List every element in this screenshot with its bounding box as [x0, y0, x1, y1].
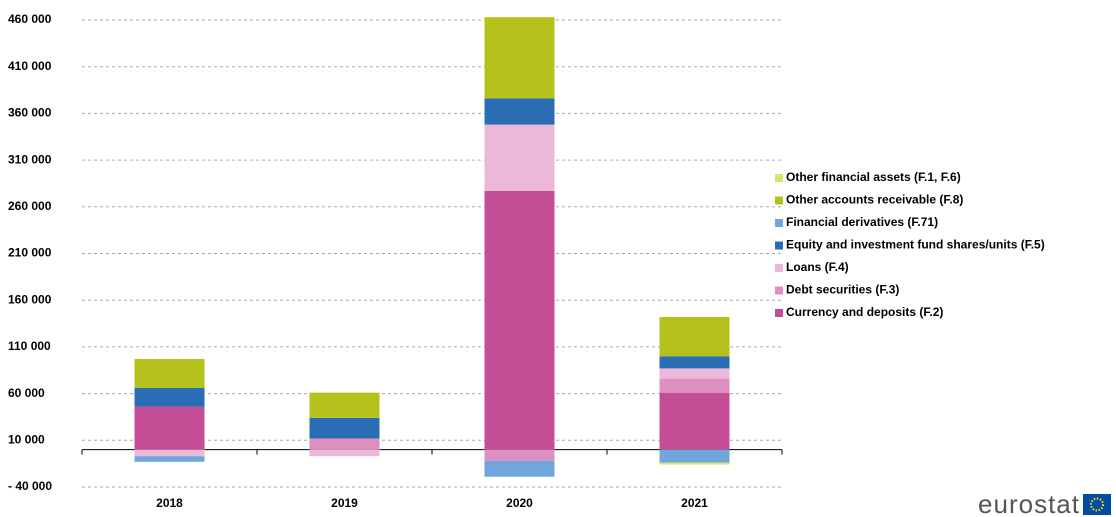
bar-segment	[484, 460, 555, 477]
eu-stars	[1090, 497, 1104, 512]
bar-segment	[134, 387, 205, 407]
bar-segment	[659, 462, 730, 465]
legend-swatch	[775, 264, 783, 272]
legend-label: Currency and deposits (F.2)	[786, 305, 943, 319]
y-tick-label: 360 000	[8, 106, 52, 120]
bar-segment	[309, 417, 380, 439]
legend-swatch	[775, 309, 783, 317]
y-tick-label: 110 000	[8, 339, 51, 353]
legend-label: Other accounts receivable (F.8)	[786, 193, 963, 207]
y-tick-label: - 40 000	[8, 479, 52, 493]
y-tick-label: 160 000	[8, 292, 52, 306]
x-tick-label: 2019	[331, 496, 358, 510]
legend-swatch	[775, 174, 783, 182]
legend-label: Other financial assets (F.1, F.6)	[786, 170, 961, 184]
legend-label: Loans (F.4)	[786, 260, 849, 274]
bar-segment	[134, 456, 205, 462]
bar-segment	[659, 317, 730, 357]
legend-swatch	[775, 219, 783, 227]
bar-segment	[484, 124, 555, 191]
legend-label: Equity and investment fund shares/units …	[786, 238, 1045, 252]
x-tick-label: 2020	[506, 496, 533, 510]
bar-segment	[484, 98, 555, 125]
bar-segment	[659, 368, 730, 379]
x-tick-label: 2021	[681, 496, 708, 510]
bar-segment	[484, 449, 555, 461]
legend-swatch	[775, 241, 783, 250]
bar-segment	[659, 392, 730, 450]
bar-segment	[659, 356, 730, 369]
legend-label: Debt securities (F.3)	[786, 283, 899, 297]
y-tick-label: 410 000	[8, 59, 52, 73]
y-tick-label: 60 000	[8, 386, 45, 400]
legend-swatch	[775, 286, 783, 295]
legend-label: Financial derivatives (F.71)	[786, 215, 938, 229]
y-tick-label: 460 000	[8, 12, 52, 26]
y-tick-label: 210 000	[8, 246, 52, 260]
eu-flag	[1083, 494, 1111, 515]
bar-segment	[134, 359, 205, 388]
legend-swatch	[775, 196, 783, 205]
bar-segment	[134, 406, 205, 450]
y-tick-label: 10 000	[8, 432, 45, 446]
bar-segment	[659, 378, 730, 393]
bar-segment	[309, 438, 380, 450]
y-tick-label: 260 000	[8, 199, 52, 213]
bar-segment	[134, 449, 205, 457]
logo-text: eurostat	[978, 489, 1080, 517]
bar-segment	[484, 190, 555, 450]
bar-segment	[484, 17, 555, 99]
bar-segment	[309, 392, 380, 418]
x-tick-label: 2018	[156, 496, 183, 510]
bar-segment	[659, 449, 730, 463]
y-tick-label: 310 000	[8, 152, 52, 166]
bar-segment	[309, 449, 380, 457]
